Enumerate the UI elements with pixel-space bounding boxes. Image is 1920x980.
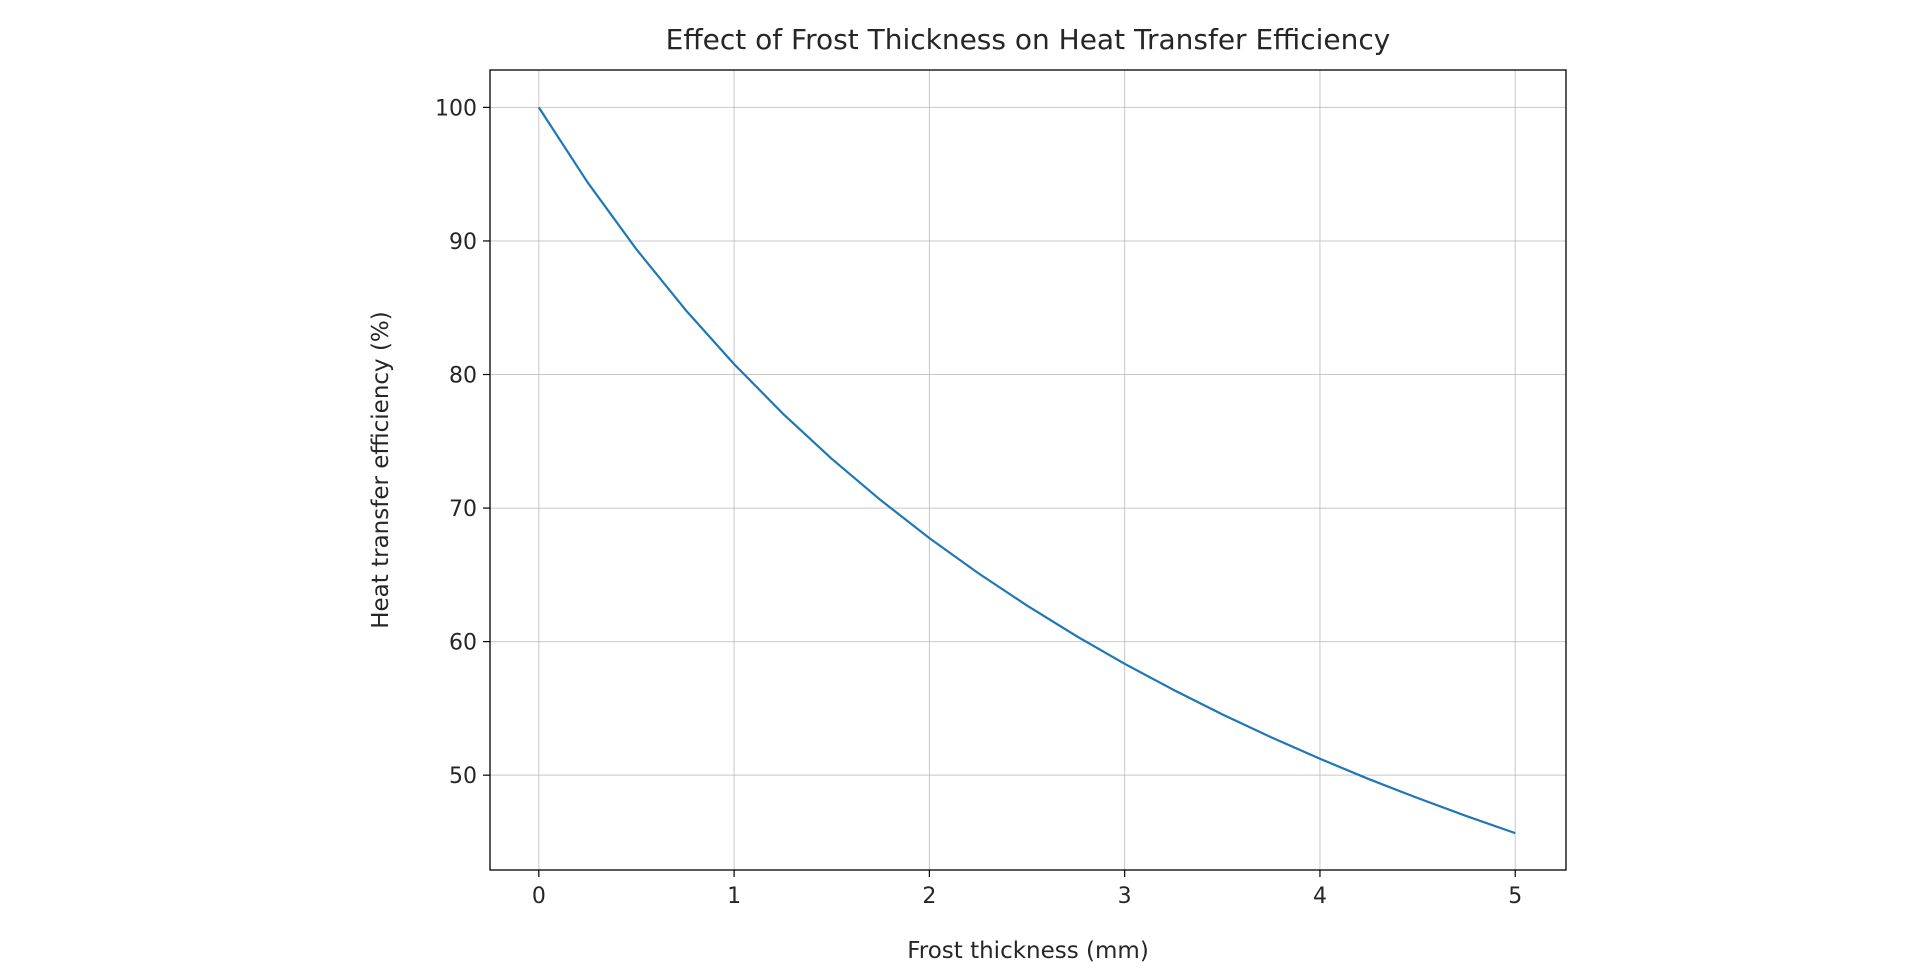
y-tick-label: 80: [449, 364, 477, 389]
y-tick-label: 50: [449, 764, 477, 789]
x-tick-label: 2: [922, 884, 936, 909]
series-line-efficiency: [537, 106, 1516, 835]
axes-frame: [489, 69, 1567, 871]
x-tick-label: 0: [532, 884, 546, 909]
y-tick-label: 100: [435, 96, 477, 121]
series-layer: [537, 106, 1516, 835]
y-tick-label: 60: [449, 631, 477, 656]
grid: [490, 70, 1566, 870]
x-tick-label: 1: [727, 884, 741, 909]
y-tick-label: 70: [449, 497, 477, 522]
chart-title: Effect of Frost Thickness on Heat Transf…: [666, 23, 1391, 56]
y-axis-label: Heat transfer efficiency (%): [368, 311, 394, 629]
x-tick-label: 4: [1313, 884, 1327, 909]
x-tick-label: 5: [1508, 884, 1522, 909]
x-axis-label: Frost thickness (mm): [907, 938, 1149, 964]
x-tick-label: 3: [1118, 884, 1132, 909]
y-tick-label: 90: [449, 230, 477, 255]
ticks: 0 1 2 3 4 5 50 60 70 80 90 100: [435, 96, 1522, 909]
